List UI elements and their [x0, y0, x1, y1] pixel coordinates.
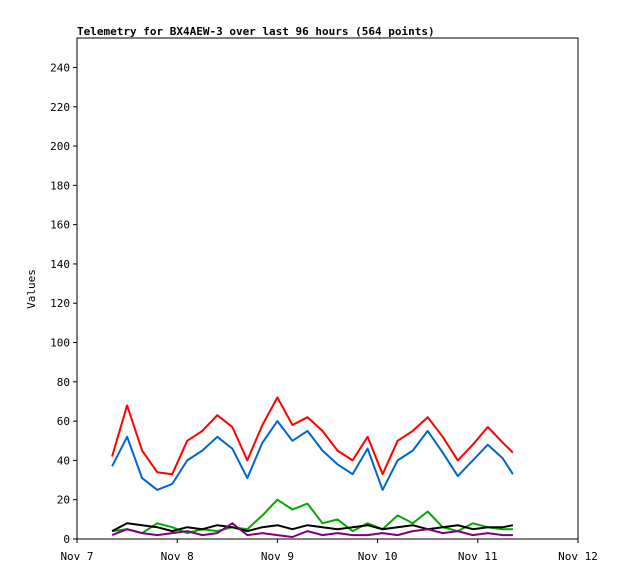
series-line-3 — [111, 498, 513, 535]
x-tick-label: Nov 11 — [458, 550, 498, 563]
y-tick-label: 60 — [57, 415, 70, 428]
series-line-2 — [111, 420, 514, 491]
series-line-4 — [111, 522, 514, 533]
series-layer — [111, 396, 514, 538]
x-axis: Nov 7 Nov 8 Nov 9 Nov 10 Nov 11 Nov 12 — [60, 539, 598, 563]
y-tick-label: 100 — [50, 337, 70, 350]
y-tick-label: 40 — [57, 454, 70, 467]
chart-title: Telemetry for BX4AEW-3 over last 96 hour… — [77, 25, 435, 38]
x-tick-label: Nov 12 — [558, 550, 598, 563]
y-tick-label: 120 — [50, 297, 70, 310]
y-axis: 0 20 40 60 80 100 120 140 160 180 200 220 240 — [50, 61, 77, 546]
y-tick-label: 240 — [50, 61, 70, 74]
y-tick-label: 180 — [50, 179, 70, 192]
x-tick-label: Nov 10 — [358, 550, 398, 563]
x-tick-label: Nov 8 — [161, 550, 194, 563]
y-tick-label: 220 — [50, 101, 70, 114]
y-tick-label: 0 — [63, 533, 70, 546]
x-tick-label: Nov 9 — [261, 550, 294, 563]
y-tick-label: 20 — [57, 494, 70, 507]
y-tick-label: 80 — [57, 376, 70, 389]
y-tick-label: 200 — [50, 140, 70, 153]
plot-area — [76, 37, 579, 540]
y-tick-label: 160 — [50, 219, 70, 232]
plot-frame — [76, 37, 579, 540]
series-line-1 — [111, 396, 514, 476]
y-tick-label: 140 — [50, 258, 70, 271]
y-axis-label: Values — [25, 269, 38, 309]
series-line-5 — [111, 522, 513, 538]
x-tick-label: Nov 7 — [60, 550, 93, 563]
